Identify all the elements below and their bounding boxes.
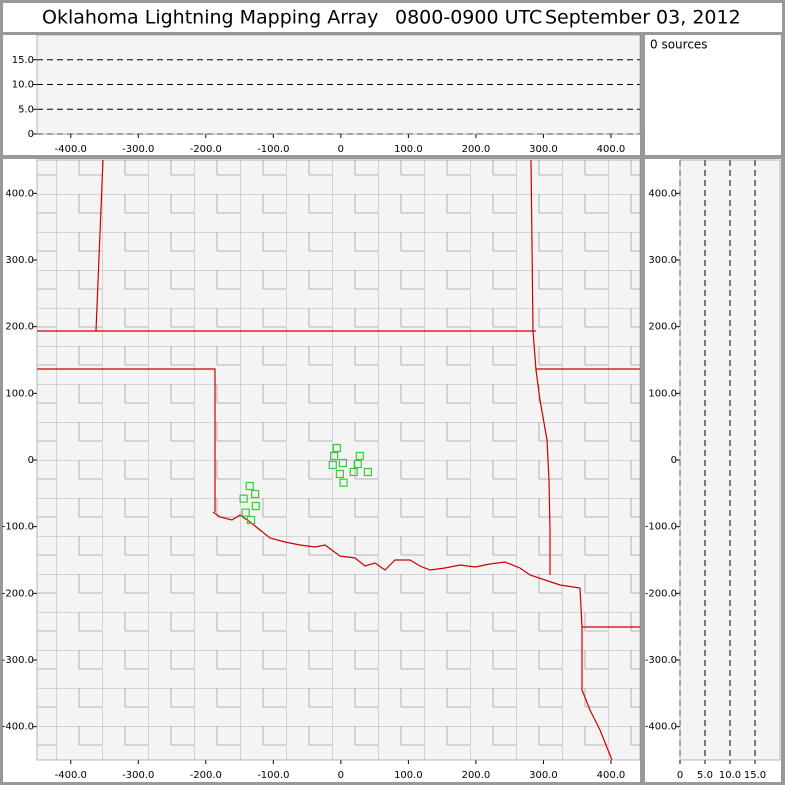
x-tick-label: 5.0 [697, 770, 713, 781]
border [579, 587, 640, 760]
y-tick-label: -300.0 [2, 655, 34, 666]
y-tick-label: -400.0 [2, 722, 34, 733]
y-tick-label: -300.0 [645, 655, 677, 666]
station [349, 467, 358, 477]
y-tick-label: 300.0 [5, 255, 34, 266]
x-tick-label: 300.0 [529, 770, 558, 781]
y-tick-label: 5.0 [18, 104, 34, 115]
y-tick-label: -100.0 [2, 522, 34, 533]
station [245, 481, 254, 491]
x-tick-label: 100.0 [394, 144, 423, 155]
x-tick-label: -100.0 [257, 770, 289, 781]
plot-frame [36, 34, 641, 135]
y-tick-label: 200.0 [5, 322, 34, 333]
station [332, 443, 341, 453]
y-tick-label: -200.0 [645, 588, 677, 599]
x-tick-label: -200.0 [190, 770, 222, 781]
station [338, 458, 347, 468]
y-tick-label: 200.0 [648, 322, 677, 333]
y-tick-label: 400.0 [648, 188, 677, 199]
plot-frame [36, 159, 641, 761]
x-tick-label: -100.0 [257, 144, 289, 155]
station [328, 460, 337, 470]
station [251, 489, 260, 499]
station [353, 459, 362, 469]
y-tick-label: -200.0 [2, 588, 34, 599]
station [335, 469, 344, 479]
date: September 03, 2012 [545, 7, 741, 29]
y-tick-label: -100.0 [645, 522, 677, 533]
x-tick-label: 15.0 [744, 770, 766, 781]
x-tick-label: -300.0 [122, 144, 154, 155]
x-tick-label: 0 [677, 770, 683, 781]
station [241, 508, 250, 517]
y-tick-label: 300.0 [648, 255, 677, 266]
y-tick-label: 100.0 [648, 388, 677, 399]
y-tick-label: 100.0 [5, 388, 34, 399]
x-tick-label: 0 [338, 144, 344, 155]
state-borders [37, 160, 640, 760]
y-tick-label: 0 [671, 455, 677, 466]
station [363, 467, 372, 477]
x-tick-label: 100.0 [394, 770, 423, 781]
time-range: 0800-0900 UTC [395, 7, 542, 29]
border [530, 160, 551, 575]
x-tick-label: 400.0 [597, 770, 626, 781]
y-tick-label: 0 [28, 129, 34, 140]
y-tick-label: 0 [28, 455, 34, 466]
title: Oklahoma Lightning Mapping Array [42, 7, 378, 29]
x-tick-label: 400.0 [597, 144, 626, 155]
station [355, 451, 364, 461]
station [330, 451, 339, 461]
county-lines [37, 160, 640, 760]
source-count: 0 sources [650, 38, 708, 52]
source-box [645, 35, 781, 155]
station [246, 515, 256, 525]
x-tick-label: 200.0 [462, 770, 491, 781]
y-tick-label: 400.0 [5, 188, 34, 199]
x-tick-label: 0 [338, 770, 344, 781]
border [37, 368, 216, 512]
plot-frame [679, 159, 781, 761]
x-tick-label: -300.0 [122, 770, 154, 781]
station [239, 494, 248, 503]
x-tick-label: -400.0 [55, 144, 87, 155]
y-tick-label: 15.0 [12, 55, 34, 66]
y-tick-label: 10.0 [12, 80, 34, 91]
title-bar [3, 3, 782, 32]
x-tick-label: -400.0 [55, 770, 87, 781]
x-tick-label: 10.0 [719, 770, 741, 781]
x-tick-label: -200.0 [190, 144, 222, 155]
station [251, 501, 260, 511]
y-tick-label: -400.0 [645, 722, 677, 733]
border [95, 160, 104, 332]
x-tick-label: 200.0 [462, 144, 491, 155]
red-river [212, 511, 581, 589]
map [37, 160, 640, 760]
x-tick-label: 300.0 [529, 144, 558, 155]
station [339, 478, 348, 487]
